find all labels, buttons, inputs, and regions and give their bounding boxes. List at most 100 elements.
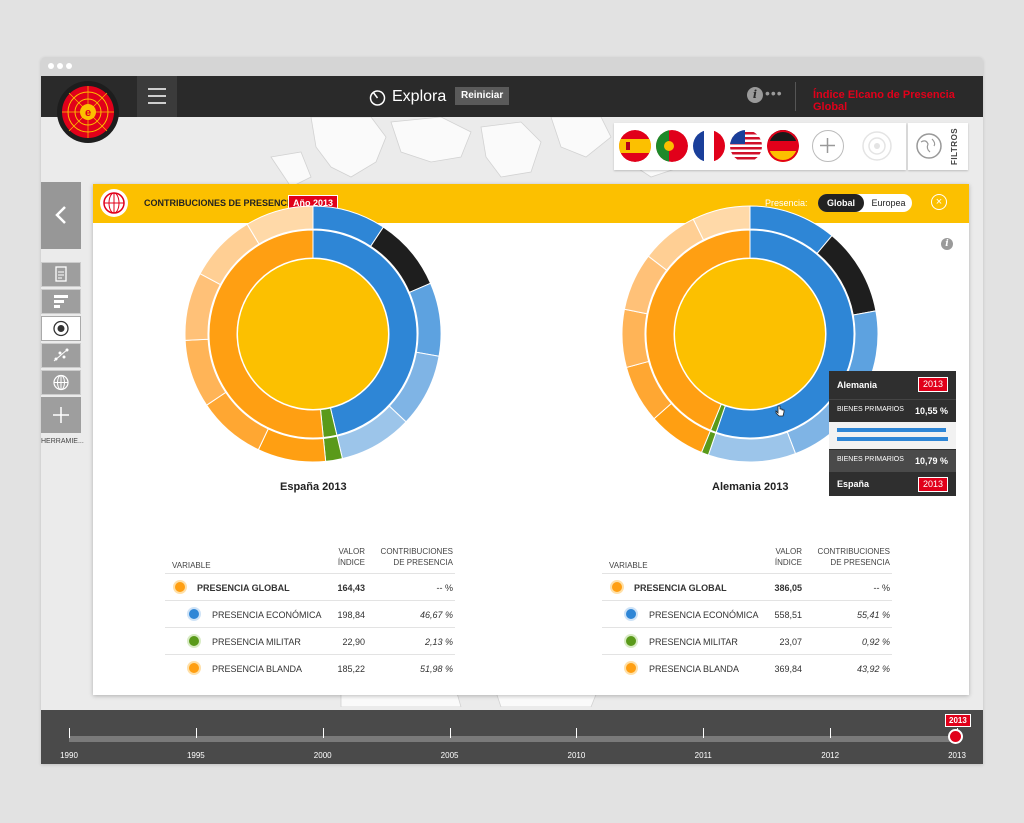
row-contrib: 2,13 % [424, 637, 453, 647]
timeline-year-label[interactable]: 1995 [186, 751, 205, 760]
menu-button[interactable] [137, 76, 177, 117]
sunburst-segment-blanda-outer[interactable] [692, 205, 751, 241]
timeline-tick[interactable] [69, 728, 70, 738]
flag-portugal-icon[interactable] [656, 130, 688, 162]
sunburst-segment-blanda[interactable] [208, 229, 324, 439]
filtros-label: FILTROS [950, 127, 959, 165]
sunburst-chart-spain[interactable] [183, 204, 443, 464]
table-row[interactable]: PRESENCIA GLOBAL 164,43 -- % [165, 573, 455, 601]
reiniciar-button[interactable]: Reiniciar [455, 87, 510, 105]
tooltip-label-a: BIENES PRIMARIOS [837, 406, 904, 413]
explora-label: Explora [392, 88, 447, 105]
toggle-global[interactable]: Global [818, 194, 864, 212]
filtros-button[interactable]: FILTROS [908, 123, 968, 170]
tooltip-value-b: 10,79 % [914, 456, 948, 466]
military-icon [624, 634, 638, 648]
row-name: PRESENCIA BLANDA [649, 664, 740, 674]
country-selector [614, 123, 906, 170]
presencia-toggle[interactable]: Global Europea [818, 194, 912, 212]
presence-globe-icon [103, 192, 125, 214]
tooltip-row: BIENES PRIMARIOS 10,79 % [829, 450, 956, 472]
sunburst-segment-blanda[interactable] [645, 229, 751, 431]
info-icon[interactable]: i [941, 238, 953, 250]
sunburst-segment-economica[interactable] [312, 229, 418, 436]
top-bar: Explora Reiniciar i ••• Índice Elcano de… [41, 76, 983, 117]
sunburst-center[interactable] [675, 259, 825, 409]
scatter-icon [53, 348, 69, 362]
contribuciones-panel: CONTRIBUCIONES DE PRESENCIA Año 2013 Pre… [93, 184, 969, 695]
timeline-year-label[interactable]: 1990 [60, 751, 78, 760]
info-icon[interactable]: i [747, 87, 763, 103]
table-row[interactable]: PRESENCIA ECONÓMICA 198,84 46,67 % [165, 600, 455, 628]
sunburst-segment-economica[interactable] [715, 229, 855, 439]
window-dot [57, 63, 63, 69]
timeline-tick[interactable] [195, 728, 197, 738]
table-row[interactable]: PRESENCIA ECONÓMICA 558,51 55,41 % [602, 600, 892, 628]
timeline-year-label[interactable]: 2012 [821, 751, 840, 760]
row-value: 23,07 [779, 637, 802, 647]
row-contrib: -- % [873, 583, 891, 593]
target-icon[interactable] [861, 130, 893, 162]
radar-tool-button[interactable] [41, 316, 81, 341]
table-row[interactable]: PRESENCIA BLANDA 185,22 51,98 % [165, 654, 455, 682]
sunburst-center[interactable] [238, 259, 388, 409]
timeline-tick[interactable] [449, 728, 451, 738]
document-tool-button[interactable] [41, 262, 81, 287]
tooltip-year-a: 2013 [917, 377, 948, 392]
close-icon[interactable]: × [931, 194, 947, 210]
sunburst-segment-blanda-outer[interactable] [621, 308, 650, 369]
indice-link[interactable]: Índice Elcano de Presencia Global [813, 89, 955, 113]
timeline-tick[interactable] [576, 728, 578, 738]
timeline-handle[interactable] [948, 729, 963, 744]
col-valor-line1: VALOR [775, 547, 802, 556]
add-country-icon[interactable] [812, 130, 844, 162]
timeline-year-label[interactable]: 2013 [948, 751, 966, 760]
window-dot [48, 63, 54, 69]
table-row[interactable]: PRESENCIA BLANDA 369,84 43,92 % [602, 654, 892, 682]
flag-spain-icon[interactable] [619, 130, 651, 162]
timeline-tick[interactable] [830, 728, 832, 738]
timeline-tick[interactable] [703, 728, 705, 738]
app-window: Explora Reiniciar i ••• Índice Elcano de… [41, 57, 983, 764]
globe-tool-button[interactable] [41, 370, 81, 395]
timeline-tick[interactable] [322, 728, 324, 738]
flag-france-icon[interactable] [693, 130, 725, 162]
tooltip-bar-b [837, 437, 948, 441]
elcano-logo[interactable]: e [57, 81, 119, 143]
globe-grid-icon [53, 374, 69, 391]
toggle-europea[interactable]: Europea [871, 198, 906, 208]
table-row[interactable]: PRESENCIA MILITAR 23,07 0,92 % [602, 627, 892, 655]
timeline-year-label[interactable]: 2000 [313, 751, 332, 760]
col-contrib-line1: CONTRIBUCIONES [817, 547, 890, 556]
timeline-track[interactable] [69, 736, 961, 742]
flag-germany-icon[interactable] [767, 130, 799, 162]
tooltip-country-b: España [837, 479, 870, 489]
flag-usa-icon[interactable] [730, 130, 762, 162]
divider [795, 82, 796, 111]
timeline-year-label[interactable]: 2005 [440, 751, 459, 760]
row-value: 558,51 [774, 610, 802, 620]
row-value: 185,22 [337, 664, 365, 674]
panel-title: CONTRIBUCIONES DE PRESENCIA [144, 198, 297, 208]
chart-title-germany: Alemania 2013 [712, 481, 789, 493]
add-tool-button[interactable] [41, 397, 81, 433]
globe-icon [916, 133, 942, 159]
col-valor-line1: VALOR [338, 547, 365, 556]
chevron-left-icon [55, 206, 66, 224]
tooltip-year-b: 2013 [917, 477, 948, 492]
cursor-icon [775, 405, 785, 417]
explora-title: Explora [369, 86, 446, 108]
back-button[interactable] [41, 182, 81, 249]
tooltip-country-a: Alemania [837, 380, 878, 390]
table-row[interactable]: PRESENCIA GLOBAL 386,05 -- % [602, 573, 892, 601]
more-icon[interactable]: ••• [765, 85, 783, 101]
col-variable: VARIABLE [172, 561, 211, 570]
bar-chart-tool-button[interactable] [41, 289, 81, 314]
sunburst-segment-blanda-outer[interactable] [246, 205, 314, 245]
table-row[interactable]: PRESENCIA MILITAR 22,90 2,13 % [165, 627, 455, 655]
timeline-year-label[interactable]: 2010 [567, 751, 586, 760]
year-timeline[interactable]: 1990 1995 2000 2005 2010 2011 2012 2013 2013 [41, 710, 983, 764]
timeline-year-label[interactable]: 2011 [694, 751, 712, 760]
scatter-tool-button[interactable] [41, 343, 81, 368]
sunburst-chart-germany[interactable] [620, 204, 880, 464]
